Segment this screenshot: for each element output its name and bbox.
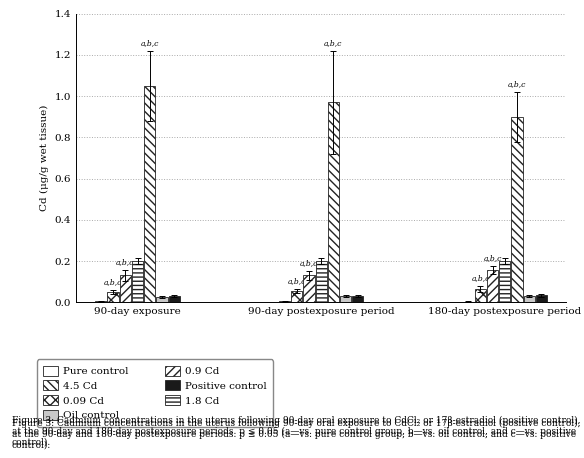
Text: a,b,c: a,b,c	[104, 278, 122, 286]
Bar	[487, 270, 498, 302]
Text: Figure 3: Cadmium concentrations in the uterus following 90-day oral exposure to: Figure 3: Cadmium concentrations in the …	[12, 419, 580, 449]
Bar	[303, 276, 315, 302]
Text: a,b,c: a,b,c	[141, 39, 159, 47]
Bar	[315, 261, 327, 302]
Bar	[132, 261, 143, 302]
Bar	[95, 301, 106, 302]
Bar	[475, 289, 486, 302]
Legend: Pure control, 4.5 Cd, 0.09 Cd, Oil control, 0.9 Cd, Positive control, 1.8 Cd: Pure control, 4.5 Cd, 0.09 Cd, Oil contr…	[37, 360, 273, 426]
Bar	[328, 103, 339, 302]
Bar	[536, 295, 547, 302]
Bar	[279, 301, 290, 302]
Text: a,b,c: a,b,c	[324, 39, 343, 47]
Text: a,b,c: a,b,c	[287, 277, 306, 285]
Bar	[157, 297, 168, 302]
Bar	[107, 292, 119, 302]
Bar	[352, 296, 363, 302]
Bar	[340, 296, 351, 302]
Text: Figure 3: Cadmium concentrations in the uterus following 90-day oral exposure to: Figure 3: Cadmium concentrations in the …	[12, 416, 580, 447]
Y-axis label: Cd (μg/g wet tissue): Cd (μg/g wet tissue)	[40, 105, 49, 211]
Bar	[524, 296, 535, 302]
Bar	[512, 117, 523, 302]
Text: a,b,c: a,b,c	[508, 80, 526, 88]
Text: a,b,c: a,b,c	[116, 258, 134, 266]
Bar	[144, 86, 155, 302]
Bar	[291, 291, 303, 302]
Text: a,b,c: a,b,c	[484, 254, 502, 262]
Text: a,b,c: a,b,c	[300, 259, 318, 267]
Text: a,b,c: a,b,c	[471, 274, 489, 282]
Bar	[169, 296, 180, 302]
Bar	[120, 276, 131, 302]
Bar	[499, 261, 510, 302]
